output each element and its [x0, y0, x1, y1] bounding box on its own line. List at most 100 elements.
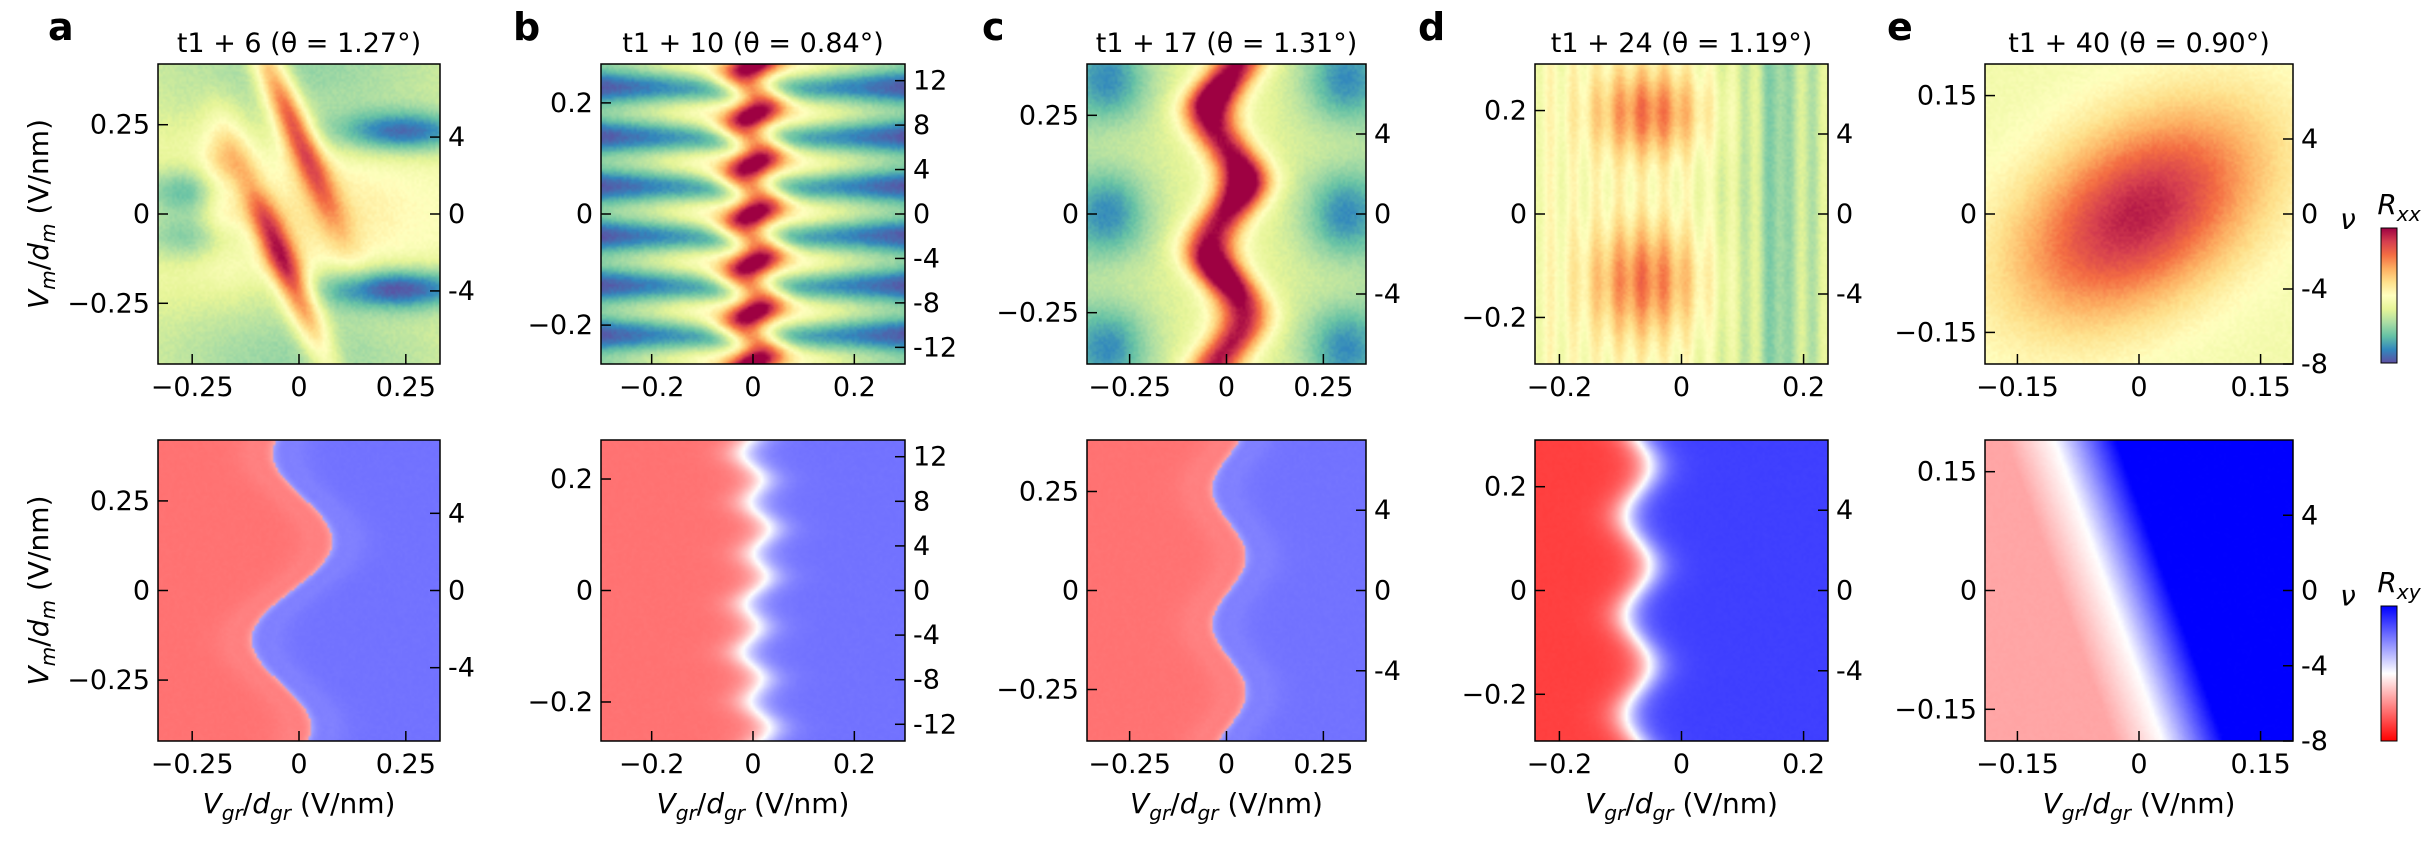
y2-tick-label: 4	[913, 531, 930, 562]
x-tick-label: −0.2	[619, 372, 685, 403]
y-tick-label: −0.25	[67, 288, 150, 319]
y-tick-label: −0.15	[1894, 317, 1977, 348]
y2-tick-label: 12	[913, 66, 947, 97]
y-tick-label: 0.15	[1917, 81, 1977, 112]
x-tick-label: 0.2	[1782, 372, 1825, 403]
y2-tick-label: 0	[2301, 199, 2318, 230]
panel-letters: a b c d e	[48, 5, 1913, 49]
y-tick-label: 0	[133, 576, 150, 607]
panel-c-rxy: −0.25 0 0.25 −0.25 0 0.25 -4 0 4 Vgr​/dgr​ (V/nm)	[996, 439, 1401, 825]
x-tick-label: −0.15	[1976, 372, 2059, 403]
panel-title: t1 + 6 (θ = 1.27°)	[177, 28, 421, 59]
panel-d-rxx: −0.2 0 0.2 −0.2 0 0.2 -4 0 4 t1 + 24 (θ = 1.19°)	[1461, 28, 1862, 403]
y2-tick-label: -4	[1836, 279, 1863, 310]
y2-tick-label: 4	[1374, 119, 1391, 150]
panel-letter-c: c	[982, 5, 1005, 49]
heatmap-image	[1087, 64, 1366, 364]
panel-b-rxx: −0.2 0 0.2 −0.2 0 0.2 -12 -8 -4 0 4 8 12 t1 + 10 (θ =…	[527, 28, 957, 403]
y-tick-label: 0.25	[1019, 100, 1079, 131]
y-tick-label: −0.2	[527, 310, 593, 341]
x-tick-label: 0.15	[2231, 372, 2291, 403]
heatmap-image	[158, 64, 440, 364]
y2-tick-label: -4	[913, 620, 940, 651]
y2-tick-label: 0	[1836, 576, 1853, 607]
y-tick-label: −0.25	[996, 675, 1079, 706]
panel-d-rxy: −0.2 0 0.2 −0.2 0 0.2 -4 0 4 Vgr​/dgr​ (V/nm)	[1461, 439, 1863, 825]
x-tick-label: 0.15	[2231, 749, 2291, 780]
y2-tick-label: -8	[2301, 726, 2328, 757]
y2-tick-label: -4	[2301, 651, 2328, 682]
x-tick-label: 0	[744, 749, 761, 780]
x-tick-label: 0.2	[833, 372, 876, 403]
x-tick-label: 0	[1218, 749, 1235, 780]
y2-tick-label: -12	[913, 709, 957, 740]
y2-tick-label: 4	[2301, 500, 2318, 531]
y2-tick-label: -8	[2301, 349, 2328, 380]
y2-tick-label: 0	[448, 199, 465, 230]
heatmap-image	[1535, 64, 1828, 364]
y2-tick-label: -12	[913, 332, 957, 363]
x-tick-label: 0.25	[1293, 749, 1353, 780]
colorbar	[2380, 605, 2398, 742]
panel-e-rxx: −0.15 0 0.15 −0.15 0 0.15 -8 -4 0 4 t1 + 40 (θ = 0…	[1894, 28, 2421, 403]
heatmap-image	[1087, 440, 1366, 741]
x-tick-label: 0	[1673, 372, 1690, 403]
y-tick-label: 0.2	[1484, 472, 1527, 503]
y2-tick-label: 0	[913, 199, 930, 230]
y-tick-label: 0	[576, 576, 593, 607]
colorbar	[2380, 227, 2398, 364]
x-tick-label: −0.2	[619, 749, 685, 780]
x-tick-label: −0.15	[1976, 749, 2059, 780]
panel-letter-d: d	[1418, 5, 1445, 49]
panel-letter-b: b	[513, 5, 540, 49]
nu-label: ν	[2340, 203, 2356, 236]
y-tick-label: 0	[576, 199, 593, 230]
y-tick-label: 0.25	[90, 486, 150, 517]
y-axis-label: Vm​/dm​ (V/nm)	[22, 495, 60, 685]
x-tick-label: 0.2	[1782, 749, 1825, 780]
y2-tick-label: 4	[1836, 495, 1853, 526]
heatmap-image	[1985, 440, 2293, 741]
y-tick-label: 0	[1062, 576, 1079, 607]
y2-tick-label: 4	[1836, 119, 1853, 150]
y2-tick-label: -8	[913, 288, 940, 319]
y2-tick-label: 12	[913, 442, 947, 473]
panel-title: t1 + 17 (θ = 1.31°)	[1096, 28, 1357, 59]
x-tick-label: 0	[2130, 749, 2147, 780]
y2-tick-label: 0	[913, 576, 930, 607]
y2-tick-label: 8	[913, 486, 930, 517]
y2-tick-label: 4	[448, 122, 465, 153]
x-axis-label: Vgr​/dgr​ (V/nm)	[657, 787, 850, 825]
x-tick-label: 0	[744, 372, 761, 403]
panel-title: t1 + 24 (θ = 1.19°)	[1551, 28, 1812, 59]
y2-tick-label: 0	[1374, 576, 1391, 607]
heatmap-image	[158, 440, 440, 741]
y2-tick-label: 4	[913, 155, 930, 186]
y-tick-label: −0.2	[1461, 302, 1527, 333]
x-tick-label: 0.2	[833, 749, 876, 780]
y2-tick-label: 4	[448, 498, 465, 529]
x-tick-label: −0.25	[1088, 749, 1171, 780]
y-tick-label: −0.25	[67, 665, 150, 696]
panel-letter-e: e	[1887, 5, 1913, 49]
nu-label: ν	[2340, 580, 2356, 613]
y-tick-label: 0	[1510, 576, 1527, 607]
y2-tick-label: -4	[1374, 656, 1401, 687]
y2-tick-label: 0	[2301, 576, 2318, 607]
heatmap-image	[1535, 440, 1828, 741]
y-tick-label: −0.15	[1894, 694, 1977, 725]
y-tick-label: −0.2	[527, 687, 593, 718]
y-tick-label: −0.2	[1461, 679, 1527, 710]
heatmap-image	[1985, 64, 2293, 364]
y2-tick-label: 8	[913, 110, 930, 141]
x-tick-label: 0.25	[1293, 372, 1353, 403]
x-tick-label: −0.2	[1527, 372, 1593, 403]
x-tick-label: 0	[290, 749, 307, 780]
panel-c-rxx: −0.25 0 0.25 −0.25 0 0.25 -4 0 4 t1 + 17 (θ = 1.3…	[996, 28, 1401, 403]
y2-tick-label: 4	[2301, 124, 2318, 155]
y-tick-label: 0.2	[1484, 96, 1527, 127]
panel-e-rxy: −0.15 0 0.15 −0.15 0 0.15 -8 -4 0 4 Vgr​/dgr​ (V/n…	[1894, 439, 2422, 825]
x-tick-label: −0.25	[151, 749, 234, 780]
x-tick-label: 0	[1218, 372, 1235, 403]
